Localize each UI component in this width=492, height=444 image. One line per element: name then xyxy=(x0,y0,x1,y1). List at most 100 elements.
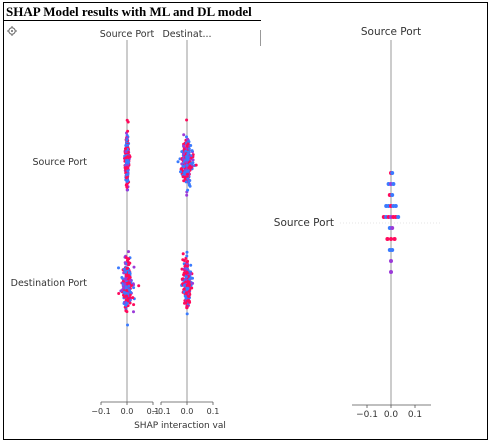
shap-point xyxy=(181,252,185,256)
shap-point xyxy=(188,277,192,281)
shap-point xyxy=(185,250,189,254)
shap-point xyxy=(182,152,185,156)
shap-point xyxy=(125,166,129,169)
shap-point xyxy=(389,259,393,263)
shap-point xyxy=(127,284,131,288)
shap-point xyxy=(185,118,189,122)
shap-point xyxy=(132,286,136,290)
shap-point xyxy=(181,258,185,262)
shap-point xyxy=(188,300,192,304)
shap-point xyxy=(126,297,130,300)
shap-point xyxy=(125,173,128,177)
x-tick-label: −0.1 xyxy=(356,410,378,420)
shap-point xyxy=(186,172,189,176)
shap-point xyxy=(184,291,188,295)
shap-point xyxy=(184,301,188,305)
shap-point xyxy=(187,179,191,183)
shap-point xyxy=(186,142,190,146)
shap-point xyxy=(187,183,191,187)
shap-point xyxy=(130,284,133,287)
shap-point xyxy=(185,306,189,310)
shap-point xyxy=(185,254,189,258)
shap-point xyxy=(180,167,184,170)
shap-point xyxy=(189,144,193,147)
settings-icon xyxy=(7,26,17,36)
shap-point xyxy=(180,267,184,271)
shap-point xyxy=(391,182,396,186)
shap-point xyxy=(187,147,191,151)
shap-point xyxy=(124,150,128,154)
shap-point xyxy=(390,248,395,252)
shap-point xyxy=(186,152,190,156)
shap-point xyxy=(390,226,395,230)
shap-point xyxy=(128,288,131,292)
shap-point xyxy=(186,188,190,192)
shap-point xyxy=(132,265,136,269)
shap-point xyxy=(131,296,135,300)
shap-point xyxy=(185,163,189,167)
x-tick-label: 0.0 xyxy=(384,410,399,420)
shap-point xyxy=(126,299,130,303)
shap-point xyxy=(181,164,185,168)
shap-point xyxy=(127,274,131,277)
panel-divider xyxy=(260,30,261,46)
shap-point xyxy=(182,133,186,137)
shap-point xyxy=(125,163,129,167)
shap-point xyxy=(186,158,190,162)
shap-point xyxy=(185,135,188,139)
column-title: Source Port xyxy=(361,26,421,38)
shap-point xyxy=(127,250,130,254)
shap-point xyxy=(185,312,189,316)
x-axis-label: SHAP interaction val xyxy=(134,421,226,431)
shap-point xyxy=(390,193,395,197)
shap-point xyxy=(122,267,126,271)
shap-point xyxy=(185,193,189,197)
shap-point xyxy=(186,137,190,141)
shap-point xyxy=(124,309,128,313)
shap-point xyxy=(125,188,129,192)
shap-point xyxy=(137,284,141,288)
shap-point xyxy=(176,160,180,164)
shap-point xyxy=(126,155,130,159)
shap-point xyxy=(128,293,132,297)
shap-point xyxy=(125,289,129,292)
shap-point xyxy=(125,182,129,186)
shap-point xyxy=(185,169,189,173)
shap-point xyxy=(125,138,129,142)
shap-point xyxy=(184,275,188,279)
shap-point xyxy=(396,215,401,219)
shap-point xyxy=(124,270,128,274)
row-label: Source Port xyxy=(33,157,88,168)
row-label: Source Port xyxy=(274,217,334,229)
shap-point xyxy=(127,263,131,267)
shap-point xyxy=(392,237,397,241)
shap-point xyxy=(132,303,136,307)
shap-point xyxy=(390,171,395,175)
shap-point xyxy=(124,256,128,260)
shap-point xyxy=(119,289,123,293)
shap-point xyxy=(129,278,133,282)
shap-point xyxy=(186,264,189,268)
x-tick-label: −0.1 xyxy=(91,407,110,416)
shap-point xyxy=(126,120,130,124)
shap-point xyxy=(126,266,130,270)
shap-point xyxy=(126,260,130,264)
shap-point xyxy=(125,158,129,162)
shap-point xyxy=(124,303,128,307)
shap-point xyxy=(182,179,186,183)
shap-point xyxy=(184,160,188,164)
shap-point xyxy=(189,166,193,169)
shap-point xyxy=(185,270,189,274)
shap-point xyxy=(125,294,128,298)
shap-point xyxy=(125,161,128,165)
shap-point xyxy=(117,292,121,295)
shap-point xyxy=(126,143,130,147)
shap-point xyxy=(190,286,194,290)
x-tick-label: 0.0 xyxy=(181,407,194,416)
shap-point xyxy=(123,278,127,282)
shap-point xyxy=(194,163,198,167)
shap-point xyxy=(183,294,187,298)
shap-point xyxy=(182,273,186,277)
row-label: Destination Port xyxy=(11,278,88,289)
